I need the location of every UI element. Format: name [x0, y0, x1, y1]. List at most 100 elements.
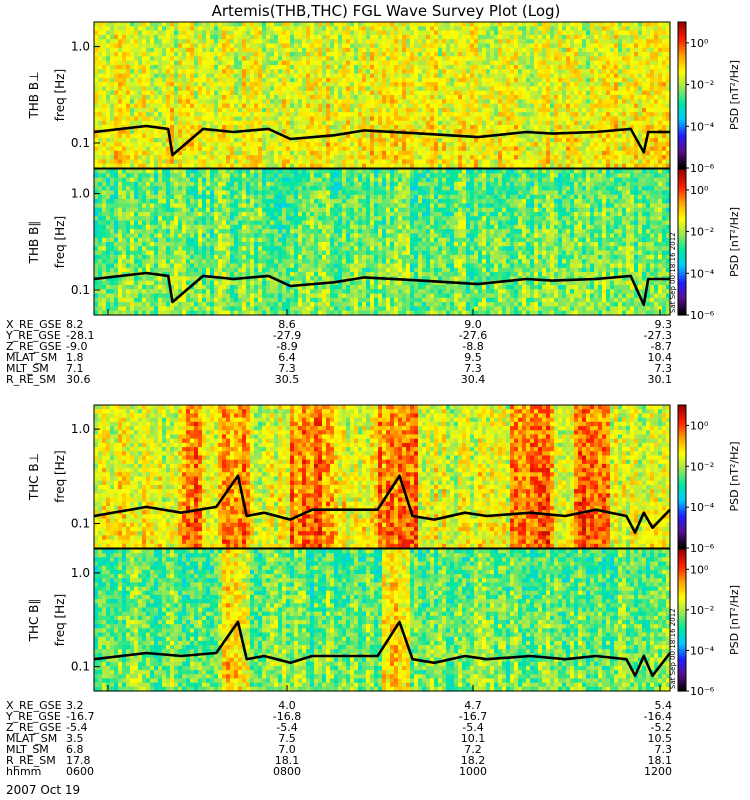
spectrogram-cell [406, 120, 411, 126]
spectrogram-cell [182, 34, 187, 40]
spectrogram-cell [658, 146, 663, 152]
spectrogram-cell [94, 107, 99, 113]
spectrogram-cell [318, 112, 323, 118]
spectrogram-cell [398, 150, 403, 156]
spectrogram-cell [346, 150, 351, 156]
spectrogram-cell [526, 30, 531, 36]
spectrogram-cell [474, 60, 479, 66]
spectrogram-cell [542, 142, 547, 148]
spectrogram-cell [602, 52, 607, 57]
spectrogram-cell [554, 146, 559, 152]
spectrogram-cell [566, 112, 571, 118]
spectrogram-cell [578, 60, 583, 66]
spectrogram-cell [202, 155, 207, 161]
spectrogram-cell [242, 146, 247, 152]
spectrogram-cell [226, 125, 231, 130]
spectrogram-cell [282, 52, 287, 57]
spectrogram-cell [534, 86, 539, 92]
spectrogram-cell [638, 73, 643, 79]
spectrogram-cell [462, 64, 467, 70]
spectrogram-cell [166, 26, 171, 32]
spectrogram-cell [602, 43, 607, 49]
spectrogram-cell [274, 52, 279, 57]
spectrogram-cell [362, 22, 367, 27]
spectrogram-cell [506, 155, 511, 161]
spectrogram-cell [122, 56, 127, 62]
spectrogram-cell [546, 86, 551, 92]
spectrogram-cell [314, 125, 319, 130]
spectrogram-cell [598, 103, 603, 109]
spectrogram-cell [98, 22, 103, 27]
spectrogram-cell [214, 69, 219, 75]
spectrogram-cell [494, 129, 499, 135]
spectrogram-cell [246, 73, 251, 79]
spectrogram-cell [314, 159, 319, 165]
spectrogram-cell [498, 146, 503, 152]
spectrogram-cell [262, 116, 267, 122]
spectrogram-cell [354, 150, 359, 156]
spectrogram-cell [610, 99, 615, 105]
spectrogram-cell [306, 22, 311, 27]
spectrogram-cell [230, 60, 235, 66]
spectrogram-cell [666, 95, 671, 100]
spectrogram-cell [282, 129, 287, 135]
spectrogram-cell [330, 77, 335, 83]
spectrogram-cell [450, 155, 455, 161]
spectrogram-cell [222, 34, 227, 40]
spectrogram-cell [130, 103, 135, 109]
spectrogram-cell [498, 112, 503, 118]
spectrogram-cell [250, 64, 255, 70]
spectrogram-cell [634, 133, 639, 139]
spectrogram-cell [346, 82, 351, 88]
spectrogram-cell [362, 95, 367, 100]
spectrogram-cell [374, 146, 379, 152]
spectrogram-cell [642, 47, 647, 53]
spectrogram-cell [110, 26, 115, 32]
spectrogram-cell [138, 129, 143, 135]
spectrogram-cell [326, 64, 331, 70]
spectrogram-cell [254, 43, 259, 49]
spectrogram-cell [198, 107, 203, 113]
spectrogram-cell [338, 163, 343, 169]
spectrogram-cell [502, 56, 507, 62]
spectrogram-cell [574, 22, 579, 27]
spectrogram-cell [182, 52, 187, 57]
spectrogram-cell [154, 47, 159, 53]
spectrogram-cell [250, 125, 255, 130]
spectrogram-cell [210, 125, 215, 130]
spectrogram-cell [574, 73, 579, 79]
spectrogram-cell [642, 116, 647, 122]
spectrogram-cell [170, 159, 175, 165]
spectrogram-cell [574, 159, 579, 165]
spectrogram-cell [410, 69, 415, 75]
spectrogram-cell [510, 90, 515, 96]
spectrogram-cell [458, 112, 463, 118]
spectrogram-cell [214, 56, 219, 62]
spectrogram-cell [490, 95, 495, 100]
spectrogram-cell [330, 56, 335, 62]
spectrogram-cell [190, 159, 195, 165]
spectrogram-cell [606, 159, 611, 165]
spectrogram-cell [130, 73, 135, 79]
spectrogram-cell [438, 90, 443, 96]
spectrogram-cell [278, 34, 283, 40]
spectrogram-cell [190, 56, 195, 62]
spectrogram-cell [422, 107, 427, 113]
spectrogram-cell [426, 30, 431, 36]
spectrogram-cell [290, 69, 295, 75]
spectrogram-cell [214, 26, 219, 32]
spectrogram-cell [322, 159, 327, 165]
spectrogram-cell [470, 56, 475, 62]
spectrogram-cell [546, 77, 551, 83]
spectrogram-cell [606, 22, 611, 27]
spectrogram-cell [158, 82, 163, 88]
spectrogram-cell [218, 69, 223, 75]
spectrogram-cell [626, 155, 631, 161]
spectrogram-cell [102, 190, 107, 196]
spectrogram-cell [326, 56, 331, 62]
spectrogram-cell [238, 47, 243, 53]
spectrogram-cell [446, 99, 451, 105]
spectrogram-cell [482, 155, 487, 161]
spectrogram-cell [98, 116, 103, 122]
